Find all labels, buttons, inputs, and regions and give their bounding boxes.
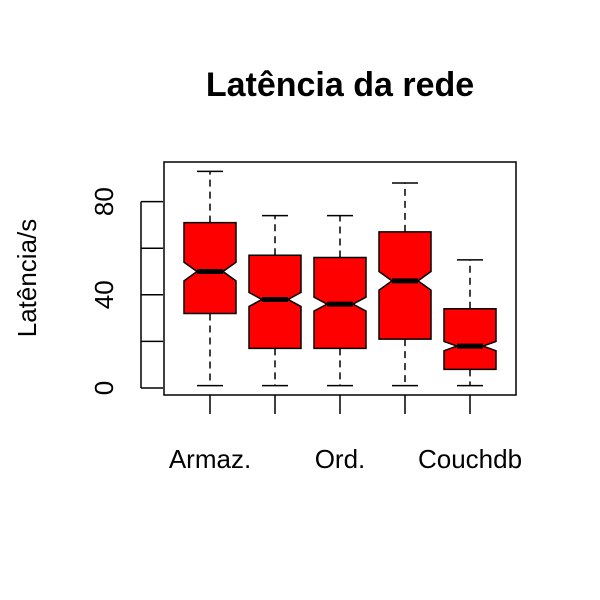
y-axis: 0 40 80 [89, 187, 163, 395]
box-2 [248, 214, 302, 387]
box-1 [183, 170, 237, 387]
y-tick-label: 0 [89, 381, 119, 395]
x-tick-label: Ord. [315, 444, 366, 474]
box-4 [378, 182, 432, 387]
chart-title: Latência da rede [206, 66, 474, 104]
boxes-layer [183, 170, 497, 387]
box-body [443, 308, 497, 371]
x-tick-label: Armaz. [169, 444, 251, 474]
x-tick-label: Couchdb [418, 444, 522, 474]
box-body [183, 221, 237, 315]
y-axis-label: Latência/s [12, 219, 42, 338]
x-axis: Armaz. Ord. Couchdb [169, 395, 522, 474]
box-body [378, 231, 432, 340]
box-3 [313, 214, 367, 387]
y-tick-label: 80 [89, 187, 119, 216]
y-tick-label: 40 [89, 280, 119, 309]
box-5 [443, 259, 497, 387]
